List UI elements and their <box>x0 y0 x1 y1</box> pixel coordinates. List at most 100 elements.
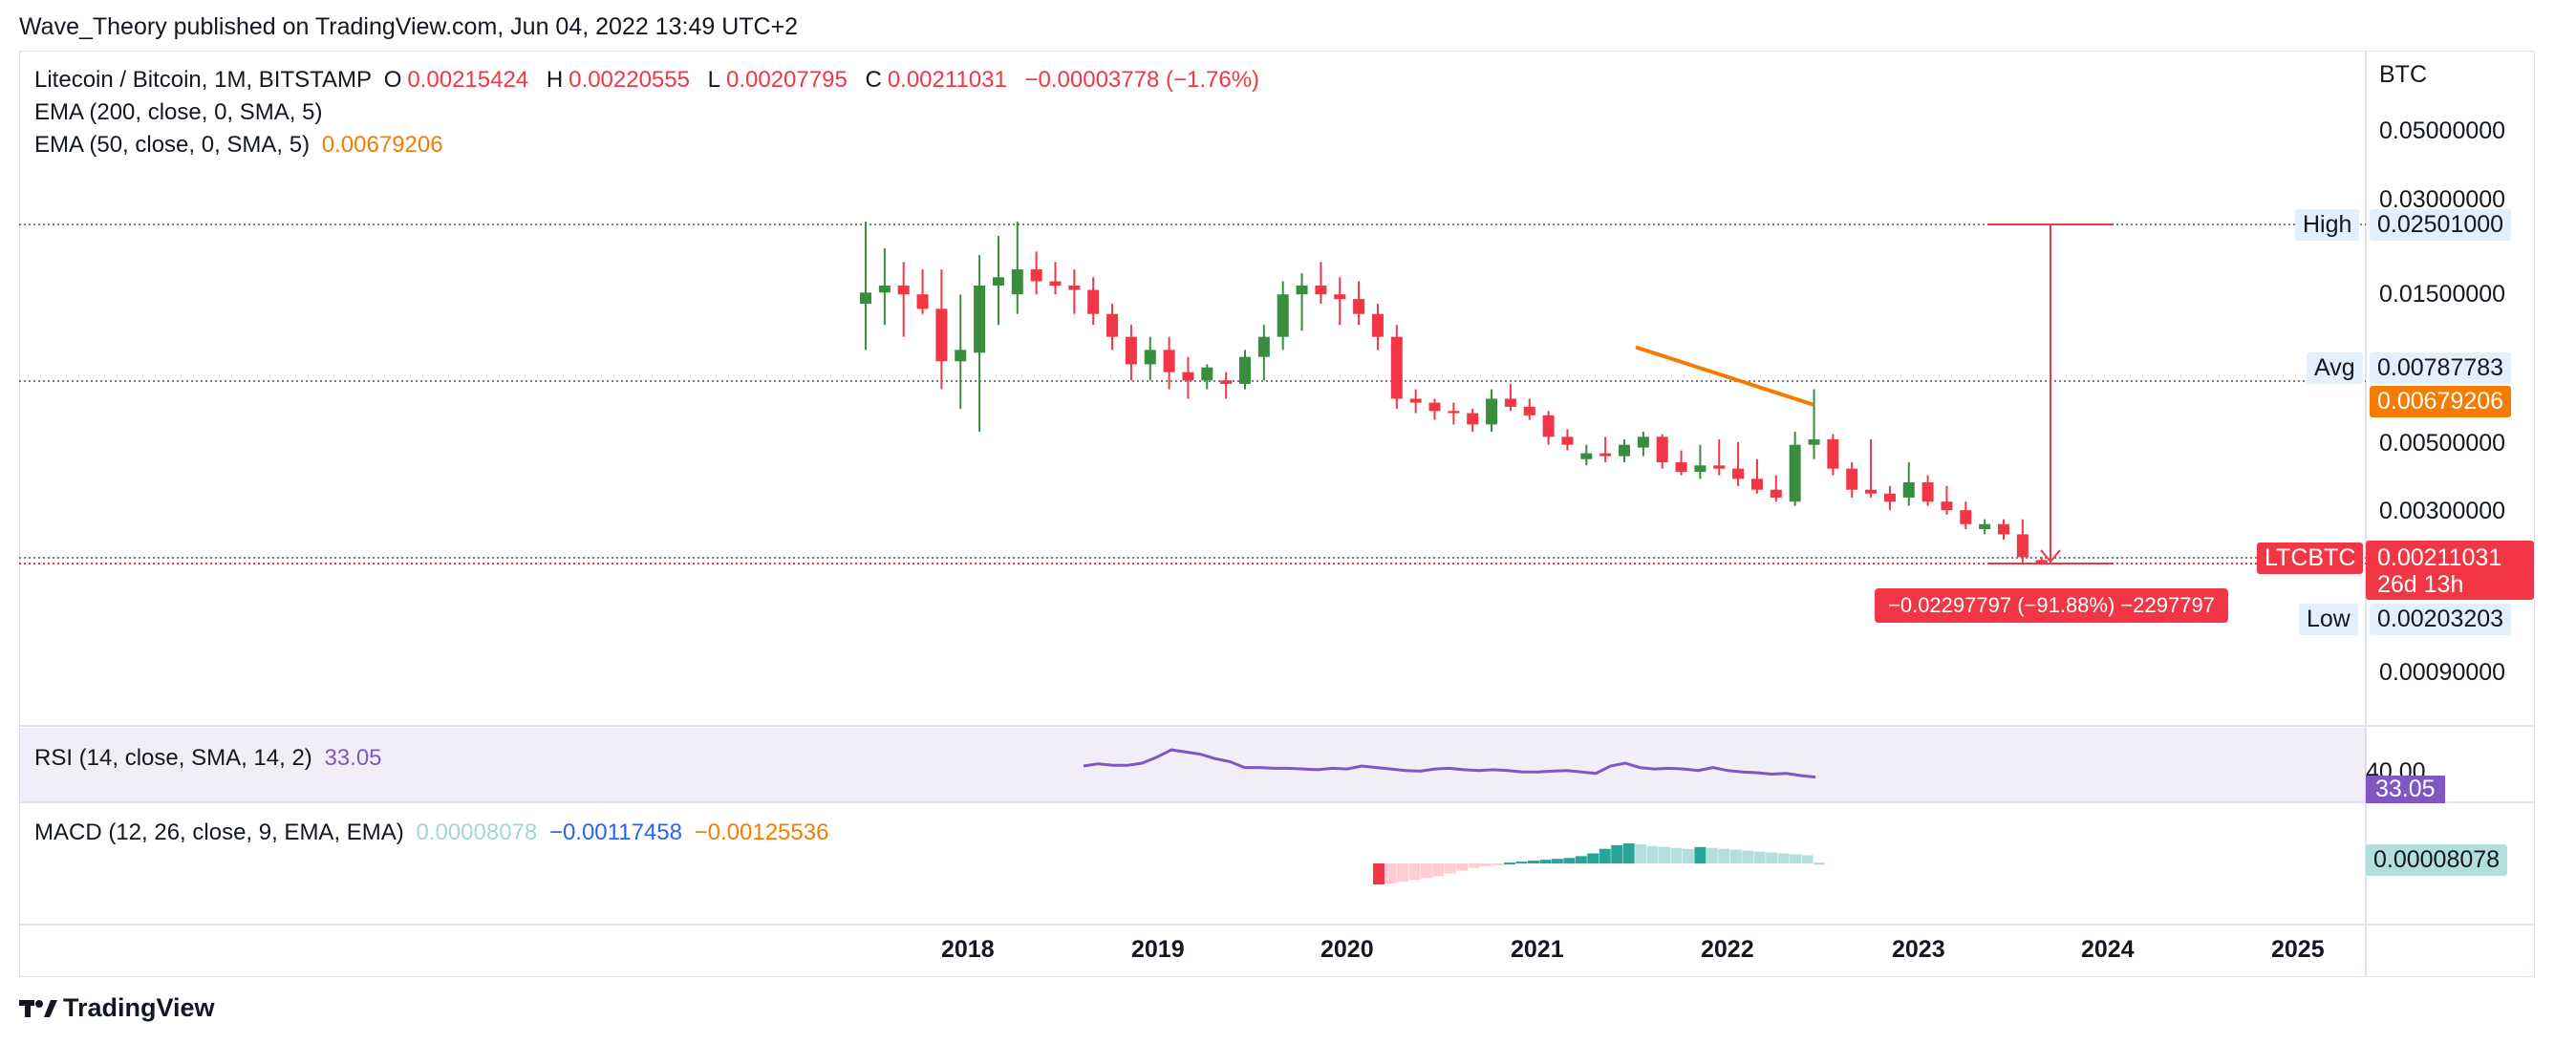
legend-c-label: C <box>865 67 882 93</box>
legend-o-value: 0.00215424 <box>407 67 529 93</box>
macd-bar <box>1766 852 1778 863</box>
candle-body <box>1144 350 1156 365</box>
candle-body <box>1713 465 1726 469</box>
candle-body <box>1770 489 1782 498</box>
price-tick: 0.00090000 <box>2379 659 2506 686</box>
tradingview-logo-icon <box>19 999 57 1017</box>
candle-body <box>1353 299 1365 314</box>
footer-brand[interactable]: TradingView <box>19 993 215 1023</box>
candle-body <box>878 285 891 293</box>
macd-bar <box>1599 848 1611 863</box>
macd-bar <box>1659 846 1671 863</box>
candle-body <box>1998 523 2009 535</box>
macd-bar <box>1468 863 1480 868</box>
footer-brand-text: TradingView <box>63 993 215 1022</box>
candle-body <box>1334 294 1346 300</box>
candle-body <box>974 285 986 353</box>
candle-body <box>1486 398 1498 425</box>
time-axis-label: 2022 <box>1701 936 1754 963</box>
candle-body <box>1561 436 1574 445</box>
candle-body <box>1921 482 1934 502</box>
candle-body <box>1049 281 1062 286</box>
low-value: 0.00203203 <box>2370 604 2512 635</box>
candle-body <box>2035 560 2048 564</box>
candle-body <box>1390 336 1403 399</box>
legend-c-value: 0.00211031 <box>887 67 1007 93</box>
candle-body <box>1011 269 1023 295</box>
candle-body <box>1106 313 1119 337</box>
macd-bar <box>1575 856 1587 863</box>
legend-h-value: 0.00220555 <box>569 67 690 93</box>
legend-change: −0.00003778 (−1.76%) <box>1024 67 1260 93</box>
candle-body <box>1865 489 1878 494</box>
candle-body <box>955 350 967 362</box>
macd-bar <box>1801 855 1814 863</box>
macd-bar <box>1385 863 1397 884</box>
measure-tool <box>1987 224 2114 564</box>
macd-bar <box>1611 844 1623 863</box>
macd-bar <box>1563 858 1576 863</box>
candle-body <box>1599 453 1612 457</box>
macd-bar <box>1420 863 1432 879</box>
legend-ema200: EMA (200, close, 0, SMA, 5) <box>34 99 323 125</box>
avg-label: Avg <box>2307 352 2363 384</box>
candle-body <box>1675 461 1687 473</box>
macd-bar <box>1587 853 1599 863</box>
macd-bar <box>1551 859 1563 863</box>
last-price-value: 0.00211031 <box>2377 544 2502 571</box>
macd-bar <box>1444 863 1456 874</box>
ema50-price-tag: 0.00679206 <box>2370 386 2512 417</box>
candle-body <box>1428 402 1441 412</box>
macd-bar <box>1729 849 1742 863</box>
macd-bar <box>1646 845 1659 863</box>
candle-body <box>1296 285 1308 295</box>
legend-l-label: L <box>707 67 720 93</box>
candle-body <box>1732 468 1745 479</box>
candle-body <box>1068 285 1081 290</box>
macd-bar <box>1408 863 1421 881</box>
macd-bar <box>1682 848 1694 863</box>
time-axis-label: 2025 <box>2271 936 2325 963</box>
candle-body <box>1182 372 1194 381</box>
macd-bar <box>1480 863 1492 866</box>
legend-ema50: EMA (50, close, 0, SMA, 5) <box>34 132 311 158</box>
time-axis-label: 2019 <box>1131 936 1185 963</box>
candle-body <box>1125 336 1137 365</box>
candle-body <box>1750 479 1763 490</box>
macd-hist-value: 0.00008078 <box>416 820 538 845</box>
candle-body <box>1902 482 1915 498</box>
candle-body <box>1239 356 1251 384</box>
last-price-box: 0.00211031 26d 13h <box>2366 541 2534 600</box>
legend-ema50-value: 0.00679206 <box>321 132 443 158</box>
symbol-tag: LTCBTC <box>2257 543 2364 574</box>
macd-bar <box>1515 862 1528 864</box>
candle-body <box>1087 289 1100 314</box>
legend-h-label: H <box>546 67 564 93</box>
macd-bar <box>1527 861 1539 863</box>
rsi-value: 33.05 <box>324 745 382 771</box>
price-tick: 0.00500000 <box>2379 430 2506 457</box>
candle-body <box>1580 453 1593 459</box>
measure-label: −0.02297797 (−91.88%) −2297797 <box>1875 588 2228 623</box>
macd-bar <box>1777 853 1790 863</box>
macd-bar <box>1718 848 1730 863</box>
candle-body <box>1409 398 1422 403</box>
high-value: 0.02501000 <box>2370 209 2512 241</box>
macd-label: MACD (12, 26, close, 9, EMA, EMA) <box>34 820 404 845</box>
macd-signal-value: −0.00125536 <box>694 820 829 845</box>
time-axis-label: 2018 <box>941 936 995 963</box>
macd-bar <box>1814 862 1825 865</box>
macd-axis-value: 0.00008078 <box>2366 844 2508 876</box>
candle-body <box>992 277 1004 286</box>
macd-bar <box>1753 851 1766 863</box>
legend-o-label: O <box>383 67 402 93</box>
macd-bar <box>1492 863 1504 865</box>
candle-body <box>897 285 910 295</box>
macd-bar <box>1456 863 1469 871</box>
rsi-axis-value: 33.05 <box>2366 776 2445 803</box>
macd-bar <box>1694 846 1707 863</box>
candle-body <box>1941 501 1953 511</box>
time-axis-label: 2020 <box>1320 936 1374 963</box>
rsi-label: RSI (14, close, SMA, 14, 2) <box>34 745 312 771</box>
publisher-line: Wave_Theory published on TradingView.com… <box>19 13 799 40</box>
